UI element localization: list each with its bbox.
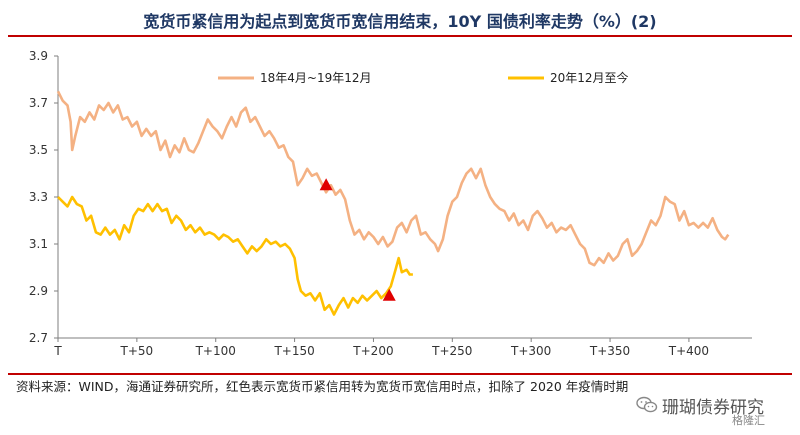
transition-marker-1 bbox=[319, 178, 333, 191]
y-tick-label: 3.7 bbox=[29, 96, 48, 110]
x-tick-label: T+50 bbox=[120, 344, 154, 358]
line-chart: 3.9 3.7 3.5 3.3 3.1 2.9 2.7 T T+50 T+100 T+150 T+20… bbox=[29, 49, 752, 358]
source-note: 资料来源：WIND，海通证券研究所，红色表示宽货币紧信用转为宽货币宽信用时点，扣… bbox=[16, 379, 629, 394]
title-bar: 宽货币紧信用为起点到宽货币宽信用结束，10Y 国债利率走势（%）(2) bbox=[8, 4, 792, 38]
transition-marker-2 bbox=[382, 288, 396, 301]
series-layer bbox=[56, 90, 730, 316]
watermark-badge: 格隆汇 bbox=[732, 414, 765, 427]
title-divider bbox=[8, 35, 792, 37]
watermark: 珊瑚债券研究 bbox=[636, 392, 764, 418]
watermark-text: 珊瑚债券研究 bbox=[662, 397, 764, 418]
y-tick-label: 2.7 bbox=[29, 331, 48, 345]
y-tick-label: 2.9 bbox=[29, 284, 48, 298]
footer-divider bbox=[8, 373, 792, 375]
marker-layer bbox=[319, 178, 396, 301]
series-line-2 bbox=[57, 195, 413, 316]
chart-area: 3.9 3.7 3.5 3.3 3.1 2.9 2.7 T T+50 T+100 T+150 T+20… bbox=[0, 40, 800, 370]
x-tick-label: T+200 bbox=[352, 344, 393, 358]
y-tick-label: 3.1 bbox=[29, 237, 48, 251]
legend-label-2: 20年12月至今 bbox=[550, 70, 629, 85]
y-tick-label: 3.3 bbox=[29, 190, 48, 204]
wechat-icon bbox=[636, 396, 658, 413]
x-tick-label: T+150 bbox=[273, 344, 314, 358]
legend-label-1: 18年4月~19年12月 bbox=[260, 71, 372, 85]
x-tick-label: T+300 bbox=[510, 344, 551, 358]
x-tick-label: T+250 bbox=[431, 344, 472, 358]
chart-title: 宽货币紧信用为起点到宽货币宽信用结束，10Y 国债利率走势（%）(2) bbox=[143, 12, 657, 31]
legend: 18年4月~19年12月 20年12月至今 bbox=[218, 70, 629, 85]
x-tick-label: T+400 bbox=[668, 344, 709, 358]
chart-axes: 3.9 3.7 3.5 3.3 3.1 2.9 2.7 T T+50 T+100 T+150 T+20… bbox=[29, 49, 752, 358]
x-tick-label: T bbox=[53, 344, 62, 358]
y-tick-label: 3.5 bbox=[29, 143, 48, 157]
series-line-1 bbox=[56, 90, 730, 267]
x-tick-label: T+350 bbox=[589, 344, 630, 358]
y-tick-label: 3.9 bbox=[29, 49, 48, 63]
x-tick-label: T+100 bbox=[195, 344, 236, 358]
